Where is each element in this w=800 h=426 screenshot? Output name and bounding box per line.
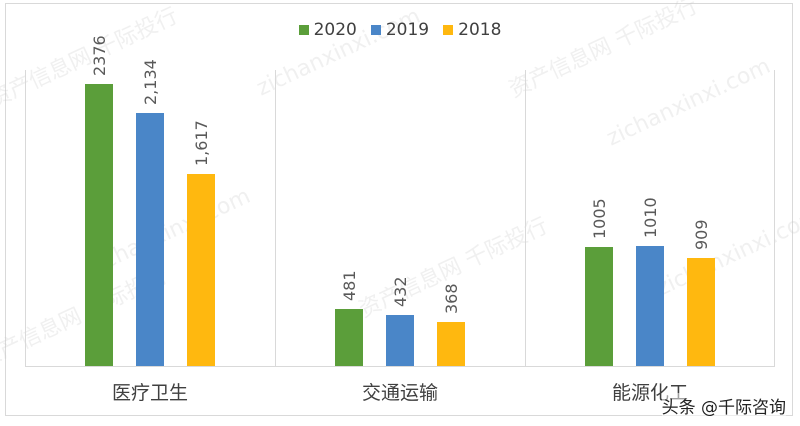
data-label: 1005 [590, 198, 609, 239]
legend-label: 2020 [313, 20, 357, 40]
chart-frame [5, 3, 793, 416]
legend-label: 2019 [385, 20, 430, 40]
bar-2019 [386, 315, 414, 366]
bar-2018 [187, 174, 215, 366]
data-label: 909 [692, 219, 711, 250]
data-label: 2376 [90, 35, 109, 76]
bar-2020 [585, 247, 613, 366]
bar-2019 [136, 113, 164, 366]
category-label: 交通运输 [361, 382, 438, 404]
data-label: 432 [391, 276, 410, 307]
data-label: 1,617 [192, 120, 211, 166]
category-label: 医疗卫生 [111, 382, 188, 404]
legend-swatch-icon [298, 25, 309, 35]
legend-item-2020: 2020 [298, 20, 357, 40]
legend: 2020 2019 2018 [0, 20, 800, 40]
data-label: 2,134 [141, 59, 160, 105]
legend-label: 2018 [458, 20, 502, 40]
category-separator [525, 70, 526, 367]
axis-line [25, 70, 26, 367]
legend-swatch-icon [443, 25, 454, 35]
bar-2018 [687, 258, 715, 366]
x-axis-baseline [25, 366, 775, 367]
legend-swatch-icon [370, 25, 381, 35]
category-separator [275, 70, 276, 367]
bar-2020 [85, 84, 113, 366]
legend-item-2018: 2018 [443, 20, 501, 40]
data-label: 1010 [641, 197, 660, 238]
bar-2018 [437, 322, 465, 366]
data-label: 368 [442, 283, 461, 314]
data-label: 481 [340, 270, 359, 301]
bar-2019 [636, 246, 664, 366]
credit-watermark: 头条 @千际咨询 [661, 393, 786, 418]
category-separator [774, 70, 775, 367]
legend-item-2019: 2019 [370, 20, 430, 40]
bar-2020 [335, 309, 363, 366]
